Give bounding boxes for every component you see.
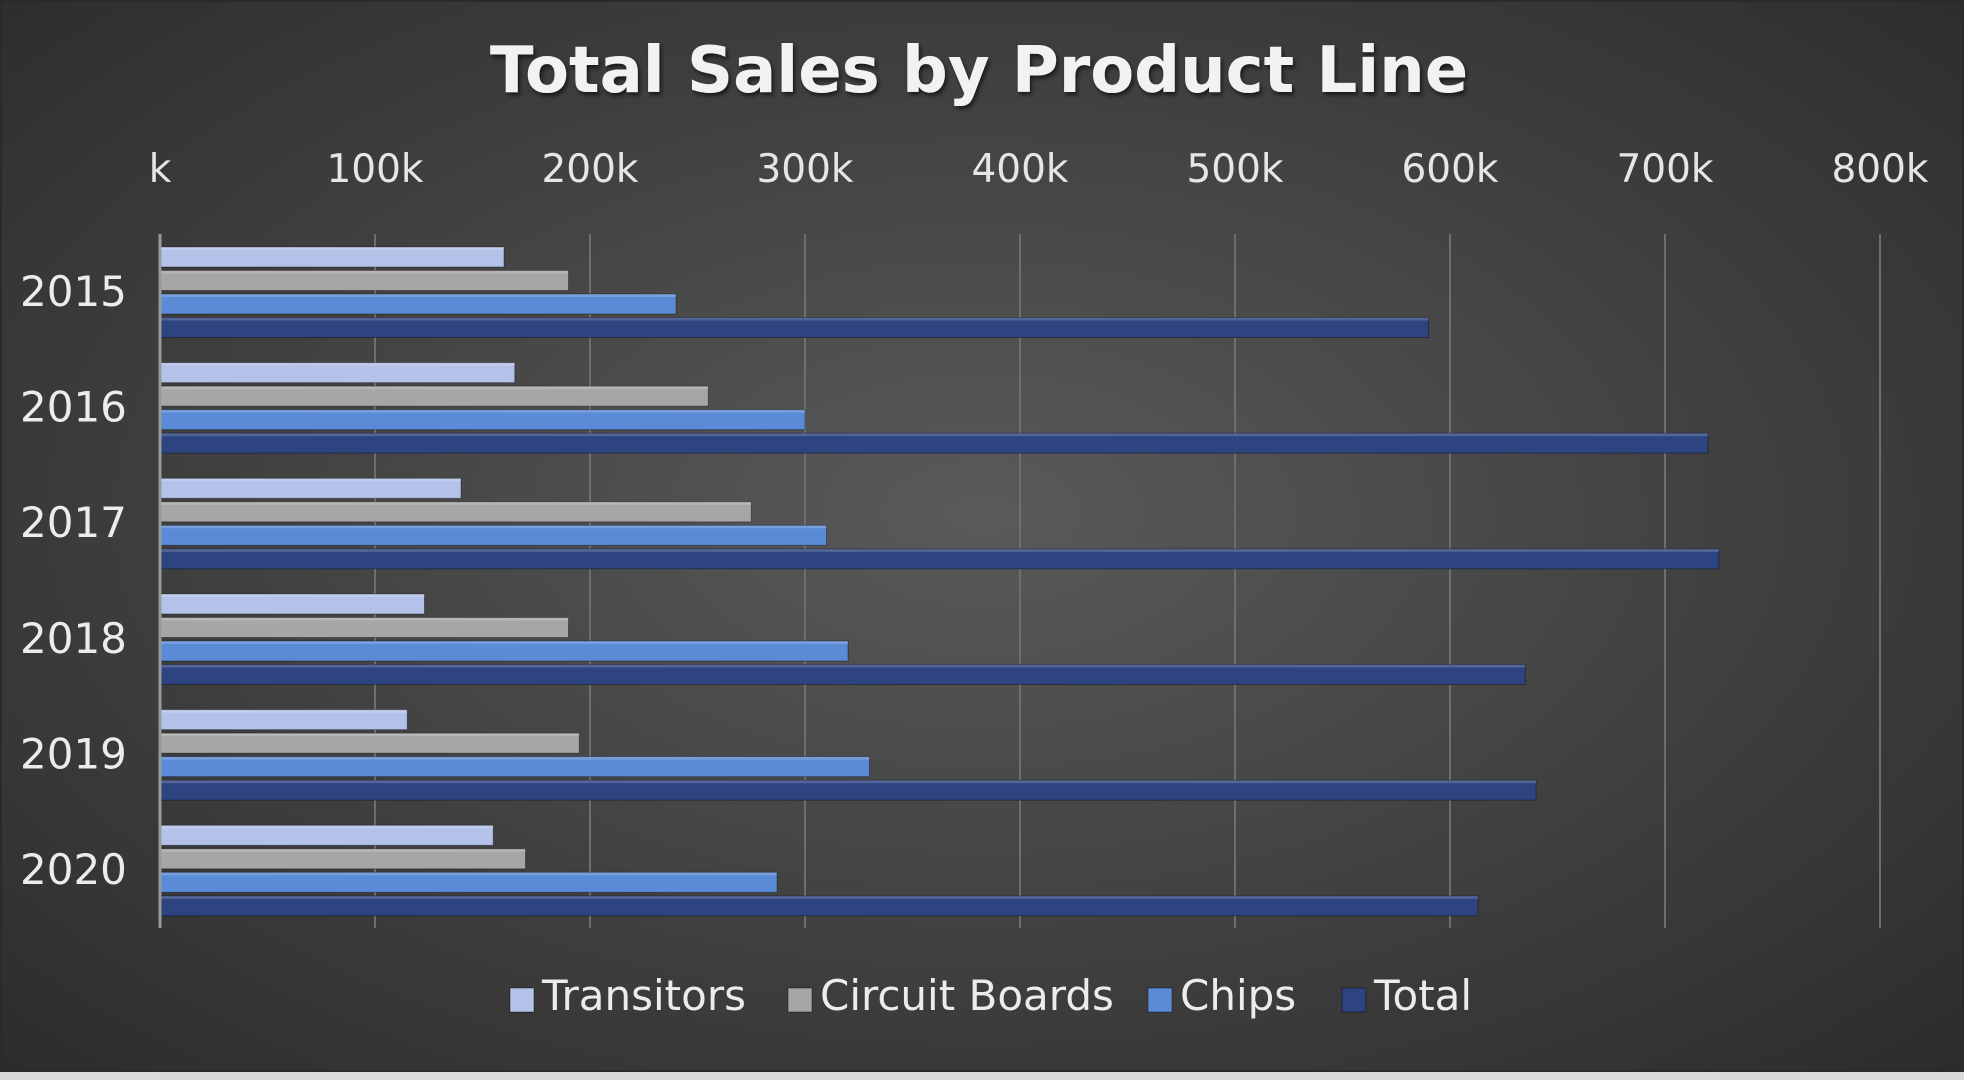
bar-highlight (160, 756, 870, 760)
legend-swatch-transitors (509, 987, 535, 1013)
legend-swatch-total (1341, 987, 1367, 1013)
bar-highlight (160, 594, 425, 597)
bar-highlight (160, 617, 569, 621)
x-axis-ticks: k 100k 200k 300k 400k 500k 600k 700k 800k (149, 147, 1929, 192)
bar-highlight (160, 548, 1719, 552)
bar-highlight (160, 247, 504, 250)
category-label-2016: 2016 (20, 383, 127, 432)
y-axis-categories: 2015 2016 2017 2018 2019 2020 (20, 267, 127, 894)
bar-highlight (160, 478, 461, 482)
legend-swatch-chips (1147, 987, 1173, 1013)
x-tick-label: 500k (1186, 147, 1283, 192)
legend-label-transitors: Transitors (541, 971, 746, 1020)
bar-highlight (160, 641, 848, 644)
chart-title: Total Sales by Product Line (490, 34, 1468, 108)
gridlines (374, 234, 1881, 928)
bar-highlight (160, 709, 408, 713)
bar-highlight (160, 664, 1526, 668)
bar-highlight (160, 733, 580, 737)
bar-highlight (160, 270, 569, 274)
legend-label-chips: Chips (1180, 971, 1296, 1020)
category-label-2019: 2019 (20, 730, 127, 779)
bar-highlight (160, 409, 805, 413)
category-label-2015: 2015 (20, 267, 127, 316)
legend: Transitors Circuit Boards Chips Total (509, 971, 1472, 1020)
x-tick-label: 300k (756, 147, 853, 192)
bar-highlight (160, 895, 1478, 899)
x-tick-label: k (149, 147, 172, 192)
bar-highlight (160, 848, 526, 852)
category-label-2018: 2018 (20, 614, 127, 663)
legend-label-total: Total (1373, 971, 1472, 1020)
x-tick-label: 600k (1401, 147, 1498, 192)
bar-highlight (160, 872, 778, 876)
bar-highlight (160, 362, 515, 366)
legend-label-circuit-boards: Circuit Boards (820, 971, 1114, 1020)
bar-highlight (160, 501, 752, 505)
category-label-2020: 2020 (20, 845, 127, 894)
bar-highlight (160, 525, 827, 529)
bar-highlight (160, 386, 709, 390)
x-tick-label: 400k (971, 147, 1068, 192)
bar-highlight (160, 433, 1708, 437)
x-tick-label: 800k (1831, 147, 1928, 192)
category-label-2017: 2017 (20, 498, 127, 547)
bar-highlight (160, 825, 494, 829)
bar-highlight (160, 780, 1536, 784)
bars (159, 246, 1720, 917)
legend-swatch-circuit-boards (787, 987, 813, 1013)
x-tick-label: 700k (1616, 147, 1713, 192)
x-tick-label: 200k (541, 147, 638, 192)
bar-highlight (160, 317, 1429, 321)
bar-highlight (160, 294, 676, 297)
x-tick-label: 100k (326, 147, 423, 192)
